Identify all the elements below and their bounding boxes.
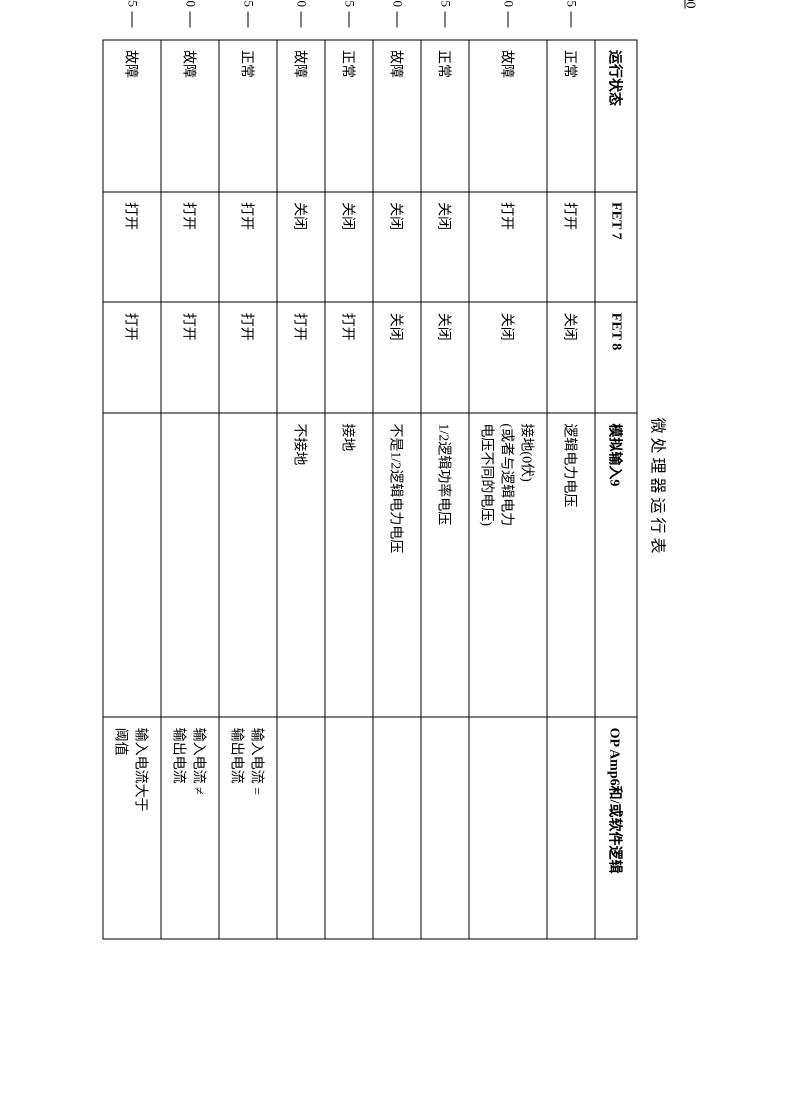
cell-logic: 输入电流 = 输出电流 [219, 717, 277, 938]
table-row: 正常关闭打开接地 [325, 40, 373, 939]
cell-fet7: 打开 [219, 192, 277, 303]
cell-fet7: 打开 [161, 192, 219, 303]
cell-fet8: 打开 [219, 302, 277, 413]
cell-analog [161, 413, 219, 717]
table-row: 故障关闭打开不接地 [277, 40, 325, 939]
row-label: 325 [326, 0, 374, 31]
cell-status: 故障 [373, 40, 421, 192]
cell-analog: 逻辑电力电压 [547, 413, 595, 717]
row-label-text: 340 [183, 0, 199, 7]
cell-logic [547, 717, 595, 938]
cell-logic: 输入电流大于 阈值 [103, 717, 161, 938]
cell-analog: 1/2逻辑功率电压 [421, 413, 469, 717]
row-label-tick [248, 11, 249, 27]
cell-analog [103, 413, 161, 717]
cell-analog: 接地(0伏) (或者与逻辑电力 电压不同的电压) [469, 413, 547, 717]
cell-logic [325, 717, 373, 938]
figure-number: 300 [682, 0, 698, 988]
cell-status: 正常 [421, 40, 469, 192]
cell-status: 故障 [277, 40, 325, 192]
cell-logic [373, 717, 421, 938]
table-row: 正常打开打开输入电流 = 输出电流 [219, 40, 277, 939]
cell-fet8: 打开 [325, 302, 373, 413]
cell-fet8: 关闭 [421, 302, 469, 413]
row-label: 330 [278, 0, 326, 31]
cell-status: 故障 [161, 40, 219, 192]
header-row: 运行状态 FET 7 FET 8 模拟输入9 OP Amp6和/或软件逻辑 [595, 40, 637, 939]
row-label-tick [571, 11, 572, 27]
table-row: 故障关闭关闭不是1/2逻辑电力电压 [373, 40, 421, 939]
row-label-text: 315 [438, 0, 454, 7]
cell-status: 正常 [325, 40, 373, 192]
table-row: 故障打开打开输入电流 ≠ 输出电流 [161, 40, 219, 939]
row-label: 340 [162, 0, 220, 31]
table-body: 正常打开关闭逻辑电力电压故障打开关闭接地(0伏) (或者与逻辑电力 电压不同的电… [103, 40, 595, 939]
row-label-tick [397, 11, 398, 27]
cell-status: 故障 [469, 40, 547, 192]
row-label: 335 [220, 0, 278, 31]
header-status: 运行状态 [595, 40, 637, 192]
cell-fet7: 打开 [103, 192, 161, 303]
cell-fet8: 关闭 [469, 302, 547, 413]
row-label-tick [301, 11, 302, 27]
table-row: 故障打开打开输入电流大于 阈值 [103, 40, 161, 939]
row-label-text: 335 [241, 0, 257, 7]
row-label: 305 [548, 0, 596, 31]
cell-fet7: 打开 [547, 192, 595, 303]
table-wrap: 305 310 315 320 325 330 335 340 345 运行状态 FET 7 F… [103, 0, 638, 988]
cell-fet8: 打开 [103, 302, 161, 413]
cell-logic [277, 717, 325, 938]
cell-status: 正常 [219, 40, 277, 192]
header-fet7: FET 7 [595, 192, 637, 303]
row-label-text: 325 [342, 0, 358, 7]
row-label-tick [349, 11, 350, 27]
row-label-tick [445, 11, 446, 27]
row-label-text: 330 [294, 0, 310, 7]
row-label: 345 [104, 0, 162, 31]
cell-analog: 不是1/2逻辑电力电压 [373, 413, 421, 717]
cell-fet7: 关闭 [421, 192, 469, 303]
cell-fet7: 打开 [469, 192, 547, 303]
cell-analog: 接地 [325, 413, 373, 717]
cell-fet8: 打开 [161, 302, 219, 413]
table-row: 故障打开关闭接地(0伏) (或者与逻辑电力 电压不同的电压) [469, 40, 547, 939]
page-container: 300 微处理器运行表 305 310 315 320 325 330 335 340 345 … [103, 0, 698, 988]
header-fet8: FET 8 [595, 302, 637, 413]
cell-analog [219, 413, 277, 717]
table-row: 正常打开关闭逻辑电力电压 [547, 40, 595, 939]
cell-status: 故障 [103, 40, 161, 192]
row-label-tick [132, 11, 133, 27]
cell-fet7: 关闭 [373, 192, 421, 303]
row-label-text: 310 [501, 0, 517, 7]
row-label: 320 [374, 0, 422, 31]
row-label: 310 [470, 0, 548, 31]
table-row: 正常关闭关闭1/2逻辑功率电压 [421, 40, 469, 939]
cell-fet7: 关闭 [277, 192, 325, 303]
row-label-tick [508, 11, 509, 27]
row-label: 315 [422, 0, 470, 31]
cell-fet8: 打开 [277, 302, 325, 413]
row-labels-column: 305 310 315 320 325 330 335 340 345 [103, 0, 638, 31]
header-logic: OP Amp6和/或软件逻辑 [595, 717, 637, 938]
table-title: 微处理器运行表 [648, 0, 672, 988]
cell-fet7: 关闭 [325, 192, 373, 303]
cell-fet8: 关闭 [373, 302, 421, 413]
header-analog: 模拟输入9 [595, 413, 637, 717]
operation-table: 运行状态 FET 7 FET 8 模拟输入9 OP Amp6和/或软件逻辑 正常… [103, 39, 638, 939]
cell-logic: 输入电流 ≠ 输出电流 [161, 717, 219, 938]
row-label-tick [190, 11, 191, 27]
row-label-text: 345 [125, 0, 141, 7]
cell-logic [469, 717, 547, 938]
cell-logic [421, 717, 469, 938]
cell-status: 正常 [547, 40, 595, 192]
cell-analog: 不接地 [277, 413, 325, 717]
row-label-text: 320 [390, 0, 406, 7]
cell-fet8: 关闭 [547, 302, 595, 413]
row-label-text: 305 [564, 0, 580, 7]
